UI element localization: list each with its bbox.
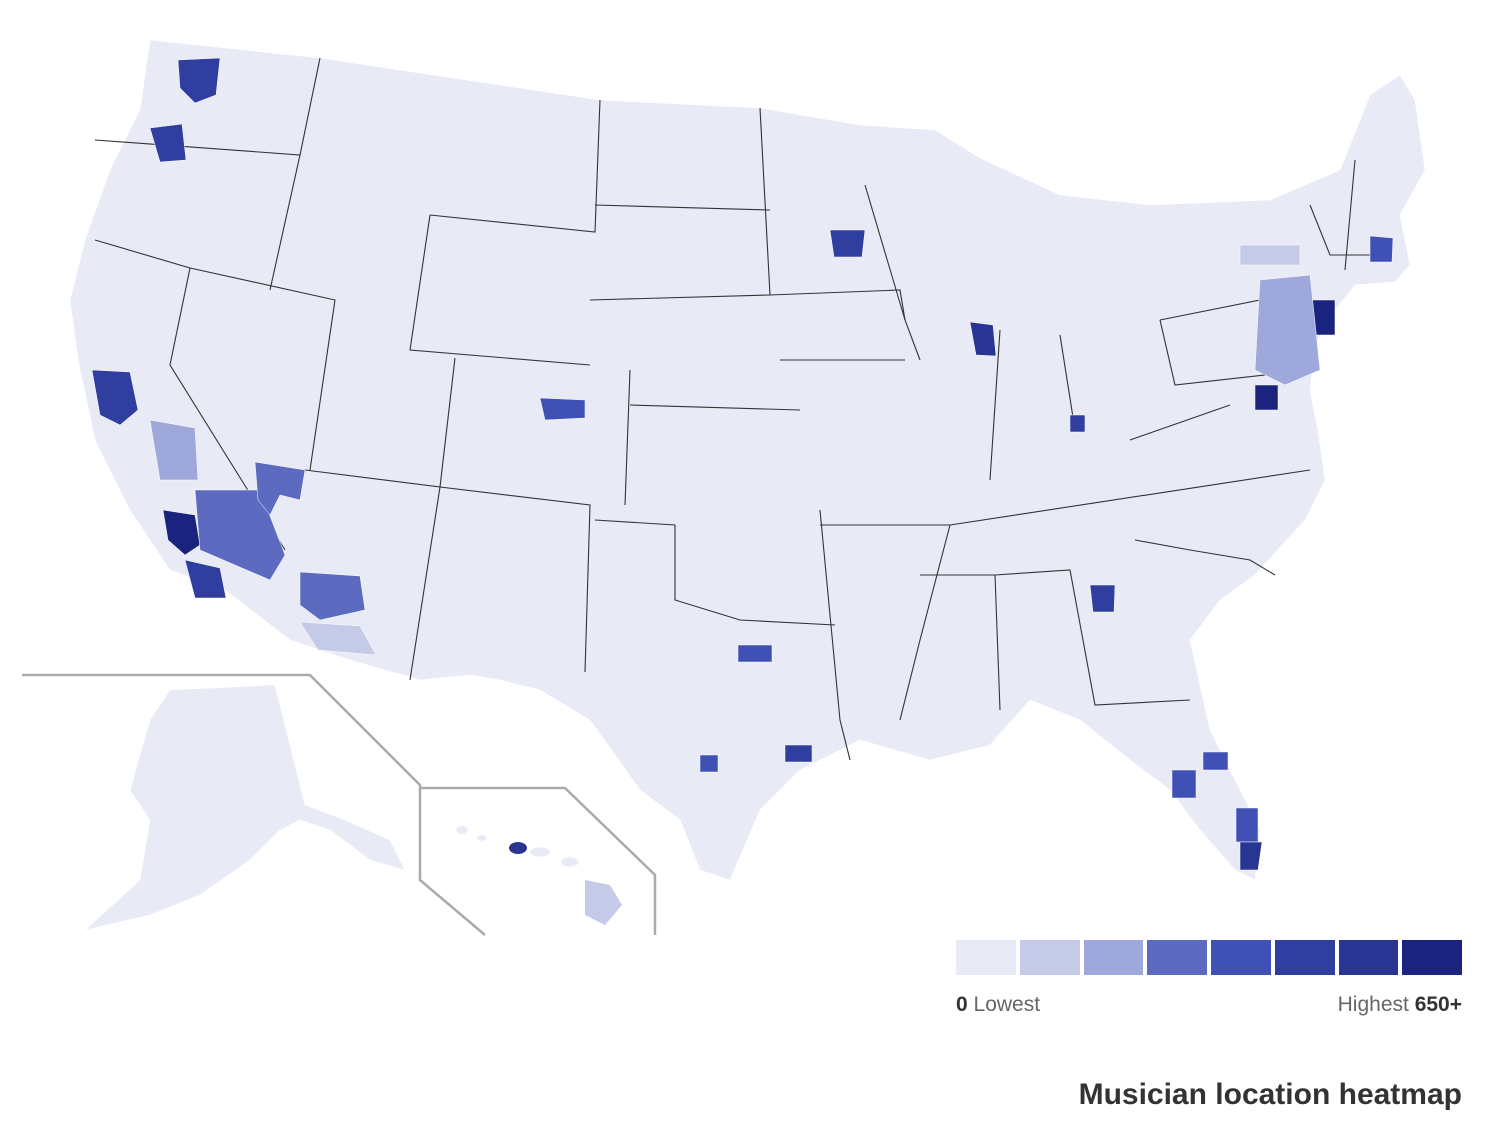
legend-swatch xyxy=(956,940,1016,975)
legend-swatch xyxy=(1147,940,1207,975)
legend-low: 0 Lowest xyxy=(956,993,1040,1017)
legend-scale xyxy=(956,940,1462,975)
hawaii-inset-frame xyxy=(420,786,657,935)
region-central-ca xyxy=(149,419,199,481)
region-las-vegas xyxy=(254,461,306,516)
legend-high-label: Highest xyxy=(1337,993,1409,1016)
hawaii-land xyxy=(455,825,622,925)
legend-high-value: 650+ xyxy=(1414,993,1462,1016)
region-east-corridor xyxy=(1254,274,1321,386)
legend-low-value: 0 xyxy=(956,993,968,1016)
region-boston xyxy=(1369,235,1394,263)
region-seattle xyxy=(177,57,221,104)
state-borders xyxy=(94,57,1380,761)
region-phoenix xyxy=(299,571,366,621)
heat-regions xyxy=(91,57,1394,871)
legend-swatch xyxy=(1402,940,1462,975)
region-tampa xyxy=(1171,769,1197,799)
region-nashville xyxy=(1069,414,1086,433)
region-sf-bay xyxy=(91,369,139,426)
legend-swatch xyxy=(1211,940,1271,975)
region-orlando xyxy=(1202,751,1229,771)
legend: 0 Lowest Highest 650+ xyxy=(956,940,1462,1017)
region-miami-north xyxy=(1235,807,1259,843)
region-san-diego xyxy=(184,559,227,599)
map-title: Musician location heatmap xyxy=(1078,1078,1462,1111)
alaska-inset-frame xyxy=(22,673,486,936)
alaska-land xyxy=(83,684,406,931)
legend-low-label: Lowest xyxy=(973,993,1041,1016)
region-houston xyxy=(784,744,813,763)
region-washington-dc xyxy=(1254,384,1279,411)
legend-swatch xyxy=(1274,940,1335,975)
region-los-angeles xyxy=(162,509,201,556)
legend-swatch xyxy=(1083,940,1144,975)
region-chicago xyxy=(969,321,997,357)
region-miami xyxy=(1239,841,1263,871)
contiguous-us-land xyxy=(69,39,1426,881)
region-atlanta xyxy=(1089,584,1116,613)
region-arizona-south xyxy=(299,621,377,656)
legend-swatch xyxy=(1019,940,1080,975)
region-san-bernardino xyxy=(194,489,286,581)
region-dallas xyxy=(737,644,773,663)
region-minneapolis xyxy=(829,229,866,258)
legend-high: Highest 650+ xyxy=(1338,993,1462,1017)
region-denver xyxy=(539,397,586,421)
legend-swatch xyxy=(1338,940,1399,975)
region-upstate-ny xyxy=(1239,244,1301,266)
region-austin xyxy=(699,754,719,773)
region-portland xyxy=(149,123,187,163)
